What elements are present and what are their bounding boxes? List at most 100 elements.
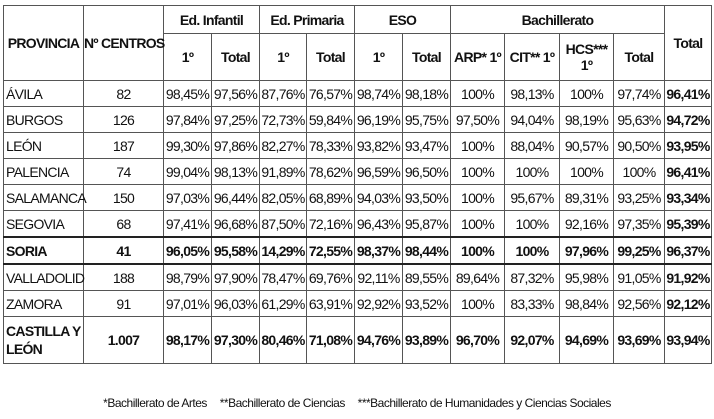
total-cell: 96,37% [664,236,712,265]
value-cell: 63,91% [306,290,355,317]
subheader-cell: Total [402,33,451,81]
value-cell: 88,04% [504,132,560,159]
subheader-cell: HCS*** 1º [559,33,614,81]
value-cell: 96,19% [354,106,403,133]
value-cell: 83,33% [504,290,560,317]
footnote-artes: *Bachillerato de Artes [103,396,207,410]
value-cell: 68,89% [306,184,355,211]
subheader-cell: 1º [259,33,307,81]
table-row: PALENCIA 74 99,04% 98,13% 91,89% 78,62% 96,59%… [3,158,712,185]
value-cell: 97,74% [613,80,665,107]
value-cell: 100% [450,158,505,185]
value-cell: 95,75% [402,106,451,133]
value-cell: 97,90% [211,263,260,291]
value-cell: 89,55% [402,263,451,291]
value-cell: 93,69% [613,316,665,364]
value-cell: 100% [450,236,505,265]
value-cell: 78,47% [259,263,307,291]
value-cell: 72,55% [306,236,355,265]
value-cell: 89,64% [450,263,505,291]
total-cell: 96,41% [664,158,712,185]
footnote-ciencias: **Bachillerato de Ciencias [219,396,346,410]
table-row: BURGOS 126 97,84% 97,25% 72,73% 59,84% 96,19% 9… [3,106,712,133]
total-cell: 92,12% [664,290,712,317]
value-cell: 80,46% [259,316,307,364]
province-cell: PALENCIA [3,158,84,185]
value-cell: 89,31% [559,184,614,211]
province-cell: VALLADOLID [3,263,85,291]
value-cell: 97,56% [211,80,260,107]
value-cell: 97,86% [211,132,260,159]
value-cell: 100% [559,80,614,107]
centers-cell: 1.007 [83,316,164,364]
value-cell: 92,11% [354,263,403,291]
value-cell: 90,50% [613,132,665,159]
value-cell: 97,01% [163,290,212,317]
value-cell: 100% [504,236,560,265]
value-cell: 87,50% [259,210,307,238]
value-cell: 95,98% [559,263,614,291]
province-cell: CASTILLA Y LEÓN [3,316,84,364]
subheader-cell: CIT** 1º [504,33,560,81]
value-cell: 78,62% [306,158,355,185]
centers-cell: 41 [83,236,164,265]
province-cell: BURGOS [3,106,84,133]
subheader-cell: Total [613,33,665,81]
table-row: ÁVILA 82 98,45% 97,56% 87,76% 76,57% 98,74% 98,… [3,80,712,107]
table-row: SALAMANCA 150 97,03% 96,44% 82,05% 68,89% 94,0… [3,184,712,211]
header-infantil: Ed. Infantil [163,5,260,34]
value-cell: 96,50% [402,158,451,185]
value-cell: 92,07% [504,316,560,364]
table-row: SEGOVIA 68 97,41% 96,68% 87,50% 72,16% 96,43% 9… [3,210,712,238]
total-cell: 93,94% [664,316,712,364]
subheader-cell: Total [211,33,260,81]
province-cell: ZAMORA [3,290,84,317]
total-cell: 93,34% [664,184,712,211]
value-cell: 82,27% [259,132,307,159]
value-cell: 100% [613,158,665,185]
value-cell: 100% [559,158,614,185]
value-cell: 91,05% [613,263,665,291]
value-cell: 90,57% [559,132,614,159]
header-total: Total [664,5,712,81]
province-cell: LEÓN [3,132,84,159]
total-cell: 93,95% [664,132,712,159]
total-cell: 95,39% [664,210,712,238]
value-cell: 98,19% [559,106,614,133]
value-cell: 59,84% [306,106,355,133]
value-cell: 72,73% [259,106,307,133]
value-cell: 72,16% [306,210,355,238]
value-cell: 93,47% [402,132,451,159]
value-cell: 96,68% [211,210,260,238]
value-cell: 92,16% [559,210,614,238]
centers-cell: 126 [83,106,164,133]
centers-cell: 150 [83,184,164,211]
value-cell: 97,03% [163,184,212,211]
value-cell: 96,70% [450,316,505,364]
value-cell: 94,69% [559,316,614,364]
value-cell: 94,04% [504,106,560,133]
centers-cell: 68 [83,210,164,238]
value-cell: 91,89% [259,158,307,185]
value-cell: 97,35% [613,210,665,238]
value-cell: 99,25% [613,236,665,265]
value-cell: 100% [504,158,560,185]
province-cell: SEGOVIA [3,210,84,238]
value-cell: 98,79% [163,263,212,291]
value-cell: 96,44% [211,184,260,211]
value-cell: 92,92% [354,290,403,317]
centers-cell: 188 [83,263,164,291]
value-cell: 87,76% [259,80,307,107]
total-cell: 91,92% [664,263,712,291]
value-cell: 97,25% [211,106,260,133]
centers-cell: 74 [83,158,164,185]
total-cell: 96,41% [664,80,712,107]
centers-cell: 82 [83,80,164,107]
value-cell: 100% [450,210,505,238]
value-cell: 14,29% [259,236,307,265]
value-cell: 94,76% [354,316,403,364]
value-cell: 100% [450,290,505,317]
value-cell: 61,29% [259,290,307,317]
value-cell: 96,59% [354,158,403,185]
value-cell: 99,04% [163,158,212,185]
